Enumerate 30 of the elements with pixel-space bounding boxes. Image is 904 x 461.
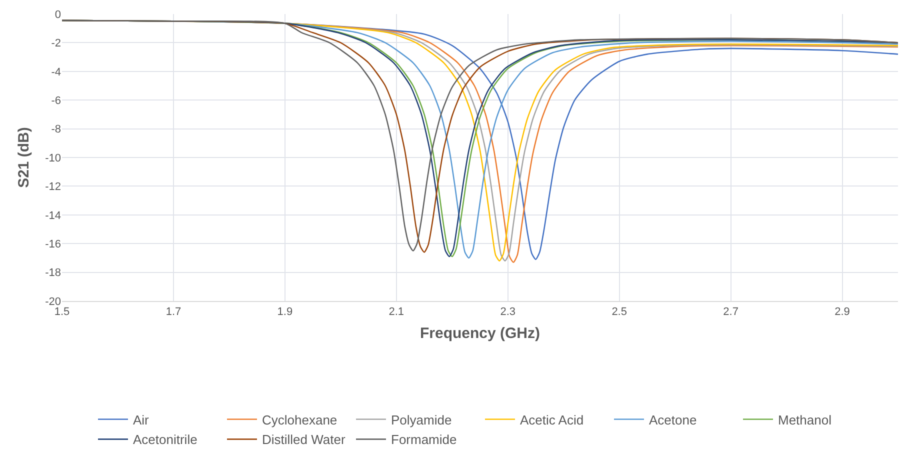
- legend-label: Polyamide: [391, 412, 452, 428]
- legend-label: Air: [133, 412, 150, 428]
- y-axis-title: S21 (dB): [15, 127, 32, 188]
- y-tick-label: -6: [51, 94, 61, 107]
- y-tick-label: -14: [45, 210, 61, 222]
- y-tick-label: -18: [45, 267, 61, 280]
- legend-label: Formamide: [391, 432, 457, 448]
- y-tick-label: -16: [45, 238, 61, 250]
- legend-label: Acetonitrile: [133, 432, 198, 448]
- x-tick-label: 2.1: [388, 306, 404, 318]
- x-tick-label: 2.9: [834, 306, 850, 318]
- x-axis-title: Frequency (GHz): [420, 325, 540, 342]
- legend-label: Distilled Water: [262, 432, 346, 448]
- y-tick-label: 0: [54, 8, 61, 21]
- legend-label: Acetone: [649, 412, 697, 428]
- x-tick-label: 2.7: [723, 306, 738, 318]
- x-tick-label: 1.7: [166, 306, 182, 318]
- x-tick-label: 1.5: [54, 306, 70, 318]
- legend-label: Cyclohexane: [262, 412, 338, 428]
- y-tick-label: -2: [51, 38, 61, 50]
- y-tick-label: -12: [45, 181, 61, 194]
- y-tick-label: -4: [51, 66, 61, 78]
- x-tick-label: 1.9: [277, 306, 293, 318]
- x-tick-label: 2.5: [612, 306, 627, 318]
- y-tick-label: -10: [45, 152, 61, 164]
- y-tick-label: -20: [45, 296, 61, 308]
- legend-label: Acetic Acid: [520, 412, 584, 428]
- y-tick-label: -8: [51, 124, 61, 136]
- legend-label: Methanol: [778, 412, 832, 428]
- x-tick-label: 2.3: [500, 306, 516, 318]
